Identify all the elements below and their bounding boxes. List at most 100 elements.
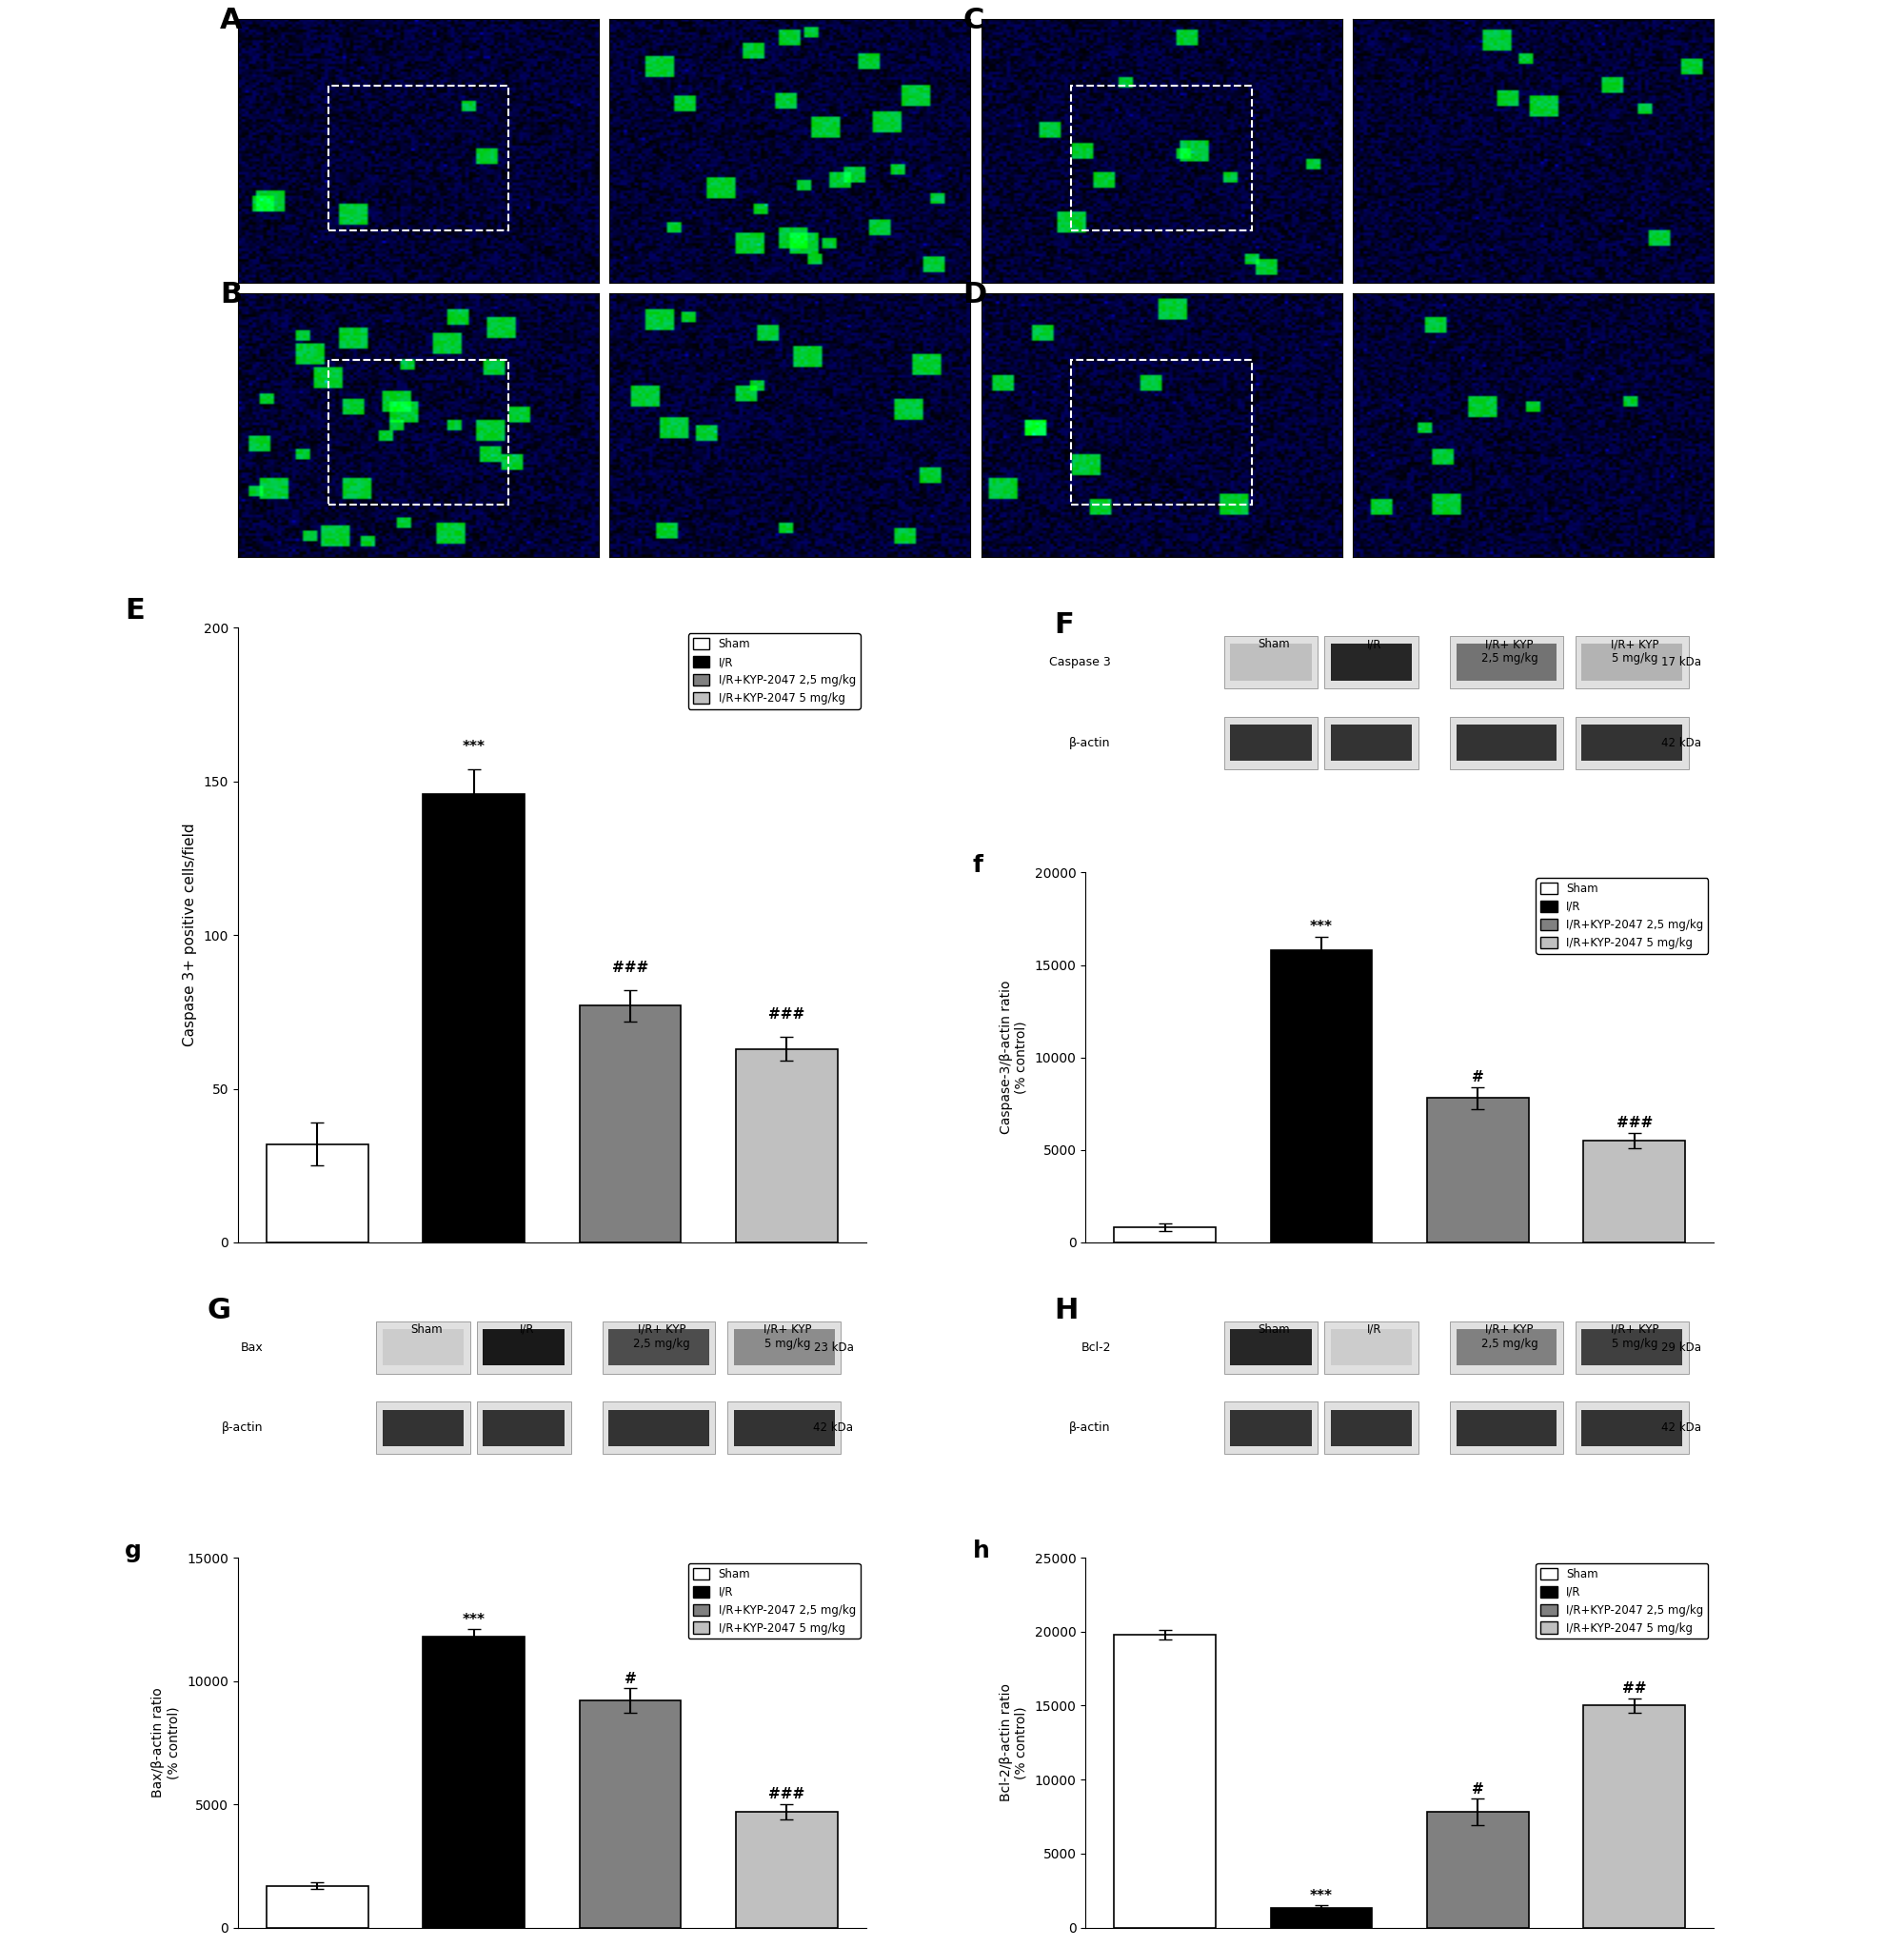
Text: ***: ***: [463, 1612, 486, 1626]
Bar: [1230, 644, 1312, 680]
Bar: [735, 1330, 834, 1365]
Bar: [1426, 1813, 1529, 1928]
Bar: [1457, 1410, 1557, 1447]
Text: I/R+ KYP
2,5 mg/kg: I/R+ KYP 2,5 mg/kg: [634, 1324, 691, 1349]
Bar: [1449, 1402, 1563, 1454]
Text: I/R+ KYP
2,5 mg/kg: I/R+ KYP 2,5 mg/kg: [1481, 1324, 1538, 1349]
Bar: [377, 1322, 470, 1373]
Text: D: D: [963, 280, 986, 308]
Text: 17 kDa: 17 kDa: [1660, 656, 1700, 668]
Bar: [1584, 1141, 1685, 1242]
Bar: [1331, 724, 1413, 761]
Bar: [1114, 1227, 1217, 1242]
Text: B: B: [221, 280, 242, 308]
Text: I/R: I/R: [1367, 1324, 1382, 1336]
Text: 29 kDa: 29 kDa: [1660, 1341, 1700, 1353]
Bar: [579, 1007, 682, 1242]
Bar: [423, 1637, 526, 1928]
Bar: [377, 1402, 470, 1454]
Text: F: F: [1055, 611, 1074, 639]
Bar: [579, 1700, 682, 1928]
Text: ##: ##: [1622, 1682, 1647, 1696]
Text: g: g: [126, 1540, 143, 1561]
Legend: Sham, I/R, I/R+KYP-2047 2,5 mg/kg, I/R+KYP-2047 5 mg/kg: Sham, I/R, I/R+KYP-2047 2,5 mg/kg, I/R+K…: [687, 633, 861, 709]
Bar: [1575, 716, 1689, 769]
Bar: [383, 1330, 465, 1365]
Legend: Sham, I/R, I/R+KYP-2047 2,5 mg/kg, I/R+KYP-2047 5 mg/kg: Sham, I/R, I/R+KYP-2047 2,5 mg/kg, I/R+K…: [1537, 1563, 1708, 1639]
Y-axis label: Bcl-2/β-actin ratio
(% control): Bcl-2/β-actin ratio (% control): [1000, 1684, 1028, 1801]
Bar: [1457, 1330, 1557, 1365]
Text: Sham: Sham: [411, 1324, 442, 1336]
Text: #: #: [1472, 1782, 1483, 1797]
Text: ***: ***: [1310, 1889, 1333, 1902]
Bar: [1224, 716, 1318, 769]
Bar: [735, 1811, 838, 1928]
Text: f: f: [973, 855, 982, 876]
Bar: [1575, 1322, 1689, 1373]
Bar: [1331, 1330, 1413, 1365]
Text: ###: ###: [769, 1787, 805, 1801]
Bar: [1582, 644, 1683, 680]
Bar: [602, 1402, 716, 1454]
Bar: [1457, 644, 1557, 680]
Bar: [476, 1402, 571, 1454]
Bar: [1224, 1322, 1318, 1373]
Text: I/R: I/R: [1367, 639, 1382, 650]
Text: I/R+ KYP
5 mg/kg: I/R+ KYP 5 mg/kg: [1611, 639, 1658, 664]
Bar: [735, 1049, 838, 1242]
Text: #: #: [1472, 1071, 1483, 1084]
Text: ***: ***: [1310, 921, 1333, 935]
Text: ###: ###: [769, 1007, 805, 1020]
Text: #: #: [625, 1672, 636, 1686]
Text: G: G: [208, 1297, 230, 1324]
Bar: [1230, 1330, 1312, 1365]
Bar: [602, 1322, 716, 1373]
Bar: [1426, 1098, 1529, 1242]
Bar: [1582, 1330, 1683, 1365]
Bar: [1325, 1322, 1418, 1373]
Bar: [484, 1410, 564, 1447]
Text: Bax: Bax: [240, 1341, 263, 1353]
Bar: [1230, 1410, 1312, 1447]
Bar: [735, 1410, 834, 1447]
Bar: [727, 1322, 842, 1373]
Bar: [476, 1322, 571, 1373]
Bar: [1270, 1908, 1373, 1928]
Bar: [1325, 637, 1418, 689]
Bar: [383, 1410, 465, 1447]
Text: 42 kDa: 42 kDa: [1660, 736, 1700, 750]
Text: Sham: Sham: [1259, 1324, 1291, 1336]
Text: I/R+ KYP
2,5 mg/kg: I/R+ KYP 2,5 mg/kg: [1481, 639, 1538, 664]
Legend: Sham, I/R, I/R+KYP-2047 2,5 mg/kg, I/R+KYP-2047 5 mg/kg: Sham, I/R, I/R+KYP-2047 2,5 mg/kg, I/R+K…: [1537, 878, 1708, 954]
Bar: [1325, 716, 1418, 769]
Text: β-actin: β-actin: [1070, 1421, 1110, 1435]
Text: β-actin: β-actin: [1070, 736, 1110, 750]
Bar: [484, 1330, 564, 1365]
Text: A: A: [221, 6, 242, 33]
Text: ###: ###: [1616, 1116, 1653, 1131]
Bar: [1449, 716, 1563, 769]
Bar: [1270, 950, 1373, 1242]
Text: 23 kDa: 23 kDa: [813, 1341, 853, 1353]
Bar: [1114, 1635, 1217, 1928]
Text: E: E: [126, 598, 145, 625]
Text: Bcl-2: Bcl-2: [1081, 1341, 1110, 1353]
Bar: [1449, 1322, 1563, 1373]
Bar: [267, 1145, 367, 1242]
Bar: [1449, 637, 1563, 689]
Bar: [1584, 1706, 1685, 1928]
Y-axis label: Caspase-3/β-actin ratio
(% control): Caspase-3/β-actin ratio (% control): [1000, 981, 1028, 1135]
Bar: [609, 1410, 708, 1447]
Text: C: C: [963, 6, 984, 33]
Text: 42 kDa: 42 kDa: [1660, 1421, 1700, 1435]
Bar: [1331, 1410, 1413, 1447]
Text: Caspase 3: Caspase 3: [1049, 656, 1110, 668]
Text: 42 kDa: 42 kDa: [813, 1421, 853, 1435]
Text: ***: ***: [463, 740, 486, 753]
Text: I/R+ KYP
5 mg/kg: I/R+ KYP 5 mg/kg: [764, 1324, 811, 1349]
Text: Sham: Sham: [1259, 639, 1291, 650]
Bar: [1582, 724, 1683, 761]
Bar: [727, 1402, 842, 1454]
Bar: [267, 1885, 367, 1928]
Legend: Sham, I/R, I/R+KYP-2047 2,5 mg/kg, I/R+KYP-2047 5 mg/kg: Sham, I/R, I/R+KYP-2047 2,5 mg/kg, I/R+K…: [687, 1563, 861, 1639]
